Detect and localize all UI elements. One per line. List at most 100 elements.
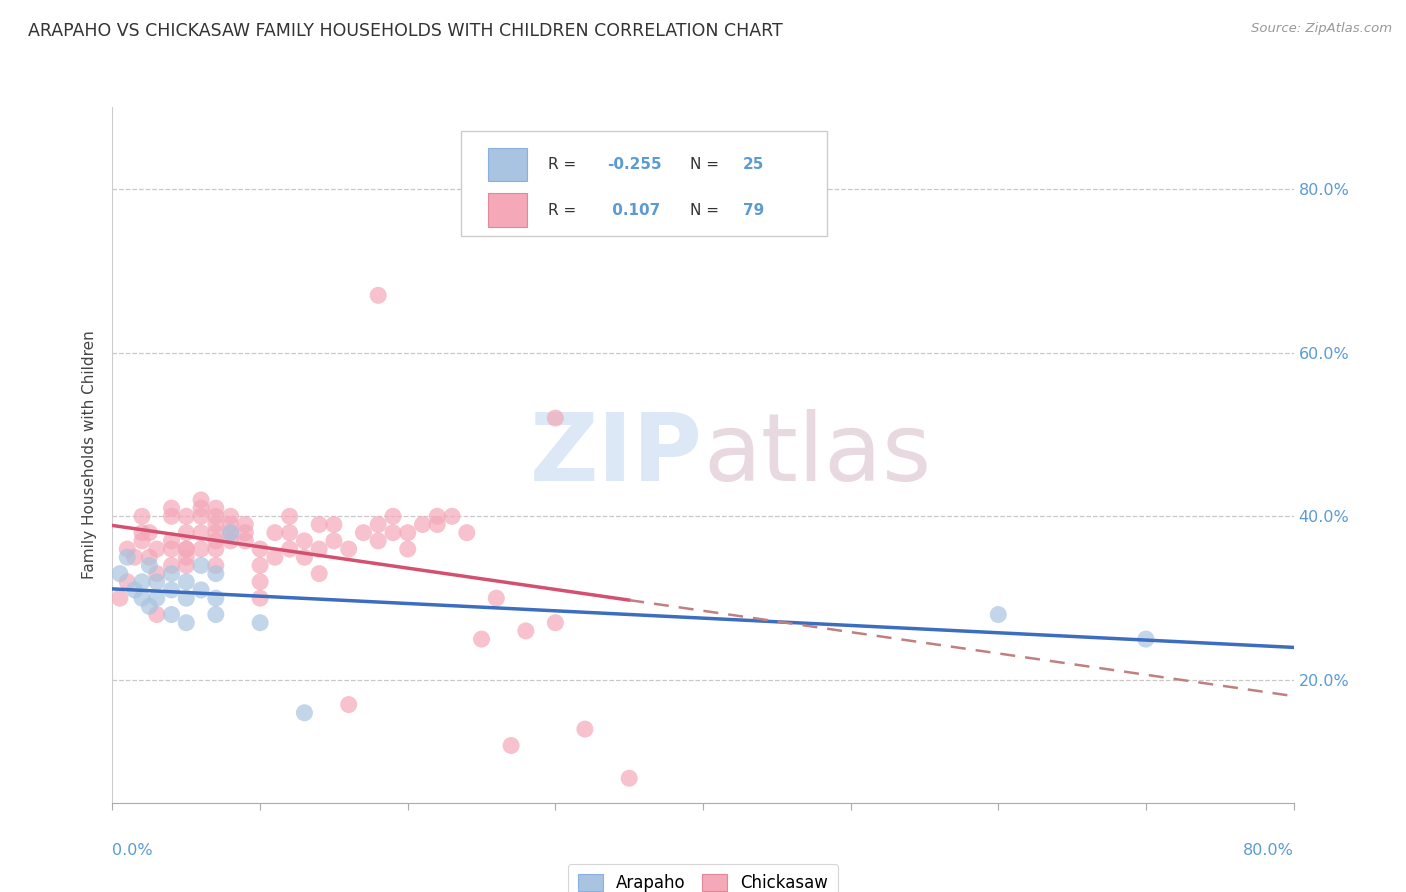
Point [485,591,508,606]
Point [174,615,197,630]
Point [352,525,374,540]
Point [426,509,449,524]
Text: R =: R = [548,157,582,172]
Point [337,698,360,712]
Point [219,525,242,540]
Text: 0.107: 0.107 [607,202,661,218]
Point [219,525,242,540]
Point [131,509,153,524]
Point [146,607,169,622]
Point [233,525,256,540]
Point [174,574,197,589]
Point [501,739,523,753]
Text: -0.255: -0.255 [607,157,662,172]
Point [249,542,271,557]
Text: 0.0%: 0.0% [112,843,153,858]
Point [292,533,315,548]
Point [160,607,183,622]
Point [308,517,330,532]
Point [470,632,494,646]
Point [205,501,228,516]
Point [190,501,212,516]
Point [146,566,169,581]
Point [308,566,330,581]
Point [205,533,228,548]
Point [396,542,419,557]
Point [205,591,228,606]
Point [108,566,131,581]
Point [249,615,271,630]
Point [160,533,183,548]
Point [515,624,537,638]
Text: R =: R = [548,202,582,218]
Point [138,558,160,573]
Point [292,706,315,720]
Point [323,533,346,548]
Point [205,558,228,573]
FancyBboxPatch shape [488,194,527,227]
Point [174,525,197,540]
Point [987,607,1010,622]
Point [131,525,153,540]
Point [219,517,242,532]
Point [249,574,271,589]
Point [124,582,146,597]
Point [190,558,212,573]
Point [160,558,183,573]
Point [278,525,301,540]
Point [367,533,389,548]
Text: 79: 79 [744,202,765,218]
Point [233,517,256,532]
Point [174,509,197,524]
Text: 25: 25 [744,157,765,172]
Point [205,509,228,524]
FancyBboxPatch shape [488,148,527,181]
Text: atlas: atlas [703,409,931,501]
Point [382,509,405,524]
Point [146,591,169,606]
Point [1135,632,1157,646]
Point [205,517,228,532]
Legend: Arapaho, Chickasaw: Arapaho, Chickasaw [568,864,838,892]
Point [174,558,197,573]
Point [264,525,287,540]
Point [367,288,389,302]
Point [160,582,183,597]
Text: N =: N = [690,202,724,218]
Point [292,550,315,565]
Point [160,542,183,557]
Point [190,582,212,597]
Point [233,533,256,548]
Point [441,509,464,524]
Point [124,550,146,565]
Point [138,550,160,565]
Point [396,525,419,540]
Point [205,607,228,622]
Point [138,525,160,540]
Point [219,533,242,548]
Point [160,501,183,516]
Text: ZIP: ZIP [530,409,703,501]
Point [337,542,360,557]
Point [146,574,169,589]
Point [108,591,131,606]
Point [205,542,228,557]
Point [205,525,228,540]
Point [131,574,153,589]
Point [174,591,197,606]
Point [160,566,183,581]
Point [544,411,567,425]
Text: N =: N = [690,157,724,172]
Point [411,517,433,532]
Point [205,566,228,581]
Point [190,509,212,524]
Point [174,542,197,557]
Point [219,509,242,524]
Point [323,517,346,532]
Text: Source: ZipAtlas.com: Source: ZipAtlas.com [1251,22,1392,36]
Point [131,591,153,606]
Point [367,517,389,532]
Y-axis label: Family Households with Children: Family Households with Children [82,331,97,579]
Point [117,574,138,589]
Point [249,558,271,573]
